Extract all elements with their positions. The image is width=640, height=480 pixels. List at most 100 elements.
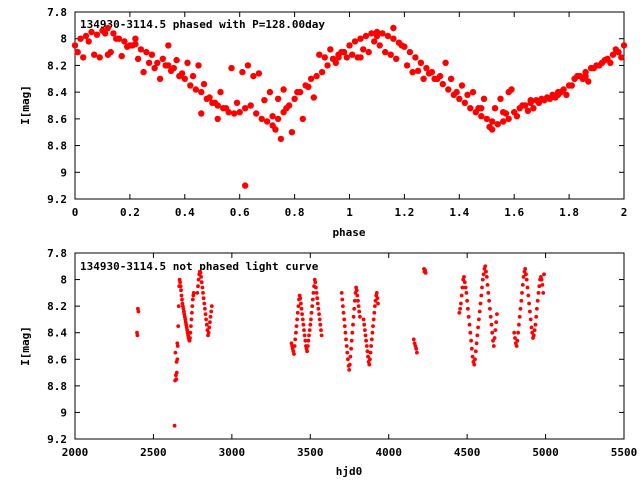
data-point — [93, 31, 101, 38]
data-point — [357, 35, 364, 42]
data-point — [356, 298, 360, 303]
data-point — [206, 94, 213, 101]
y-tick-label: 8.2 — [47, 300, 67, 313]
data-point — [258, 115, 265, 123]
data-point — [582, 72, 589, 80]
data-point — [341, 304, 345, 308]
data-point — [178, 284, 183, 289]
data-point — [461, 99, 468, 107]
y-tick-label: 9.2 — [47, 433, 67, 446]
data-point — [431, 75, 438, 83]
data-point — [187, 82, 194, 89]
data-point — [423, 271, 428, 275]
data-point — [236, 109, 243, 116]
y-tick-label: 8.4 — [47, 327, 67, 340]
data-point — [384, 32, 392, 40]
data-point — [458, 306, 462, 311]
data-point — [403, 62, 411, 69]
data-point — [311, 291, 316, 295]
data-point — [390, 35, 397, 42]
data-point — [546, 95, 554, 103]
data-point — [369, 344, 373, 348]
data-point — [301, 322, 306, 327]
data-point — [288, 129, 296, 136]
data-point — [500, 109, 507, 116]
data-point — [340, 297, 345, 302]
data-point — [352, 298, 357, 303]
data-point — [526, 293, 531, 298]
data-point — [369, 337, 374, 342]
data-point — [489, 322, 494, 327]
data-point — [541, 291, 546, 295]
data-point — [500, 118, 507, 125]
data-point — [515, 338, 520, 343]
data-point — [310, 297, 315, 302]
data-point — [348, 354, 353, 359]
data-point — [505, 88, 512, 96]
data-point — [539, 277, 544, 282]
data-point — [512, 330, 517, 335]
data-point — [319, 328, 323, 332]
x-tick-label: 0.2 — [120, 206, 140, 219]
data-point — [457, 310, 462, 315]
data-point — [250, 72, 257, 80]
data-point — [118, 52, 125, 60]
data-point — [305, 83, 312, 91]
data-point — [148, 51, 156, 58]
x-tick-label: 0.4 — [175, 206, 195, 219]
data-point — [445, 86, 452, 93]
data-point — [469, 88, 477, 96]
data-point — [207, 325, 212, 330]
data-point — [490, 330, 495, 335]
data-point — [261, 97, 268, 104]
data-point — [494, 121, 501, 128]
data-point — [314, 285, 318, 290]
data-point — [196, 284, 200, 289]
y-tick-label: 8.2 — [47, 59, 67, 72]
x-tick-label: 1 — [346, 206, 353, 219]
data-point — [292, 352, 296, 356]
data-point — [345, 350, 350, 355]
data-point — [295, 310, 300, 315]
data-point — [453, 88, 460, 96]
data-point — [370, 330, 375, 335]
data-point — [414, 67, 422, 75]
data-point — [190, 310, 194, 315]
data-point — [309, 310, 314, 315]
data-point — [302, 328, 306, 332]
x-tick-label: 2000 — [62, 446, 89, 459]
x-tick-label: 1.8 — [559, 206, 579, 219]
data-point — [531, 333, 536, 338]
data-point — [203, 306, 207, 311]
data-point — [188, 336, 192, 340]
data-point — [462, 275, 466, 279]
data-point — [217, 88, 224, 96]
x-tick-label: 3500 — [297, 446, 324, 459]
data-point — [532, 328, 537, 332]
data-point — [540, 283, 545, 287]
data-point — [239, 68, 246, 76]
data-point — [367, 362, 372, 367]
data-point — [475, 333, 480, 338]
data-point — [398, 42, 405, 49]
data-point — [338, 48, 345, 56]
data-point — [200, 80, 208, 88]
data-point — [77, 35, 84, 42]
data-point — [493, 328, 498, 332]
data-point — [222, 105, 230, 112]
data-point — [536, 291, 541, 295]
x-tick-label: 2 — [621, 206, 628, 219]
data-point — [409, 68, 416, 76]
data-point — [517, 322, 521, 327]
data-point — [199, 280, 204, 285]
data-point — [494, 320, 499, 324]
data-point — [198, 271, 203, 275]
data-point — [214, 115, 221, 123]
data-point — [372, 310, 377, 315]
data-point — [302, 333, 307, 338]
data-point — [363, 328, 367, 332]
y-tick-label: 8 — [60, 274, 67, 287]
data-point — [374, 291, 379, 295]
data-point — [458, 82, 466, 89]
data-point — [529, 325, 534, 330]
